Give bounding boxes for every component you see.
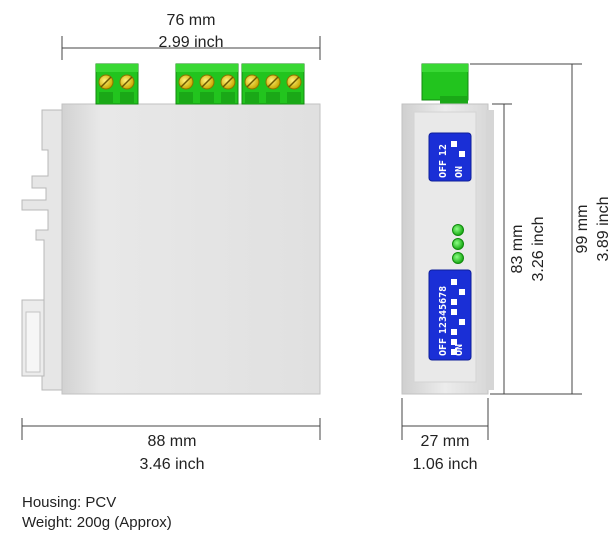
front-width-inch: 2.99 inch (159, 34, 224, 51)
specifications: Housing: PCV Weight: 200g (Approx) (22, 493, 172, 533)
total-height-inch: 3.89 inch (595, 197, 612, 262)
dip-large-off-label: OFF (438, 338, 449, 356)
weight-spec: Weight: 200g (Approx) (22, 514, 172, 531)
dip-small-switch-2[interactable] (459, 151, 465, 157)
front-width-mm: 76 mm (167, 12, 216, 29)
dip-large-switch-6[interactable] (451, 329, 457, 335)
housing-spec: Housing: PCV (22, 494, 117, 511)
dip-large-switch-7[interactable] (451, 339, 457, 345)
dip-large-switch-4[interactable] (451, 309, 457, 315)
front-view: 76 mm 2.99 inch 88 mm 3.46 inch (21, 12, 321, 473)
terminal-block-1 (95, 63, 139, 105)
dip-large-numbers: 12345678 (438, 286, 449, 334)
dip-small-on-label: ON (454, 166, 465, 178)
dip-small-off-label: OFF (438, 160, 449, 178)
status-led-3 (452, 252, 464, 264)
side-width-mm: 27 mm (421, 433, 470, 450)
side-width-inch: 1.06 inch (413, 456, 478, 473)
front-housing (61, 103, 321, 395)
dip-large-switch-1[interactable] (451, 279, 457, 285)
total-height-mm: 99 mm (574, 205, 591, 254)
body-height-inch: 3.26 inch (530, 217, 547, 282)
terminal-block-2 (175, 63, 239, 105)
front-depth-mm: 88 mm (148, 433, 197, 450)
dip-large-switch-2[interactable] (459, 289, 465, 295)
dip-small-numbers: 12 (438, 144, 449, 156)
dip-large-on-label: ON (454, 344, 465, 356)
side-edge (486, 110, 494, 390)
dip-switch-large[interactable]: OFF 12345678 ON (428, 269, 472, 361)
dip-switch-small[interactable]: OFF 12 ON (428, 132, 472, 182)
dip-small-switch-1[interactable] (451, 141, 457, 147)
dimension-front-width (61, 36, 321, 60)
terminal-block-3 (241, 63, 305, 105)
dip-large-switch-5[interactable] (459, 319, 465, 325)
dip-large-switch-3[interactable] (451, 299, 457, 305)
dip-large-switch-8[interactable] (451, 349, 457, 355)
side-terminal-connector (421, 63, 469, 104)
status-led-1 (452, 224, 464, 236)
din-rail-clip (21, 109, 63, 391)
status-led-2 (452, 238, 464, 250)
dimension-side-width (401, 398, 489, 440)
body-height-mm: 83 mm (509, 225, 526, 274)
dimension-total-height (470, 63, 582, 395)
dimension-front-depth (21, 418, 321, 440)
front-depth-inch: 3.46 inch (140, 456, 205, 473)
side-view: OFF 12 ON OFF 12345678 ON (401, 63, 612, 473)
